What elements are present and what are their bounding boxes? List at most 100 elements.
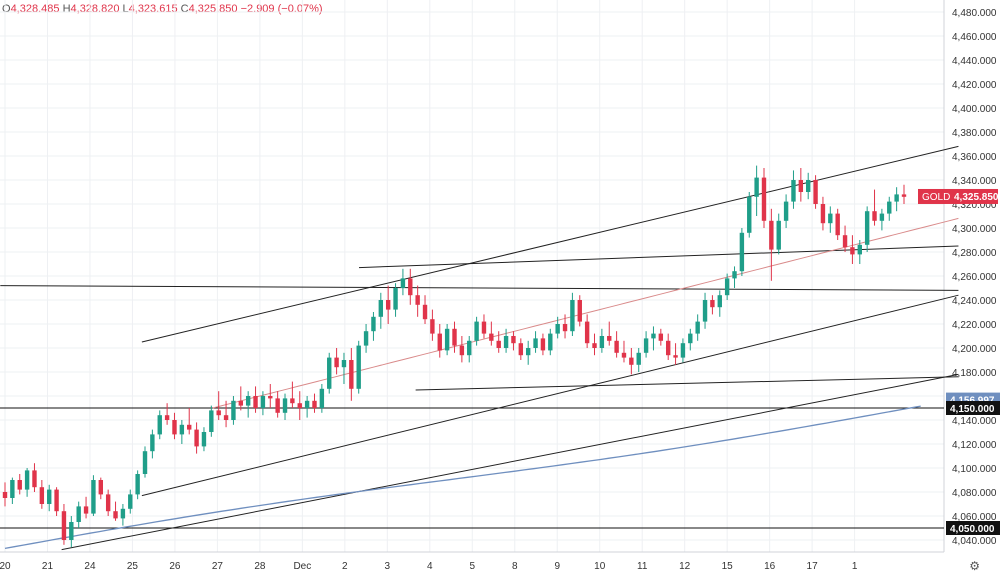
candle-body[interactable] xyxy=(629,357,634,365)
candle-body[interactable] xyxy=(798,180,804,192)
candle-body[interactable] xyxy=(872,211,877,221)
candle-body[interactable] xyxy=(260,396,266,408)
candle-body[interactable] xyxy=(489,333,494,341)
candle-body[interactable] xyxy=(503,336,509,348)
candle-body[interactable] xyxy=(783,201,789,221)
candle-body[interactable] xyxy=(828,213,833,224)
candle-body[interactable] xyxy=(481,321,487,334)
candle-body[interactable] xyxy=(710,300,715,308)
candle-body[interactable] xyxy=(393,288,398,310)
candle-body[interactable] xyxy=(128,494,133,509)
candle-body[interactable] xyxy=(10,480,15,498)
candle-body[interactable] xyxy=(290,398,295,404)
candle-body[interactable] xyxy=(113,511,118,519)
candle-body[interactable] xyxy=(17,480,22,490)
candle-body[interactable] xyxy=(268,396,273,399)
candle-body[interactable] xyxy=(525,348,531,356)
candle-body[interactable] xyxy=(334,357,339,368)
candle-body[interactable] xyxy=(105,494,111,512)
candle-body[interactable] xyxy=(548,333,553,351)
candle-body[interactable] xyxy=(297,403,302,408)
candle-body[interactable] xyxy=(194,429,199,447)
candle-body[interactable] xyxy=(879,213,885,221)
candle-body[interactable] xyxy=(253,396,258,408)
candle-body[interactable] xyxy=(717,295,722,308)
candle-body[interactable] xyxy=(747,196,752,233)
candle-body[interactable] xyxy=(857,244,862,255)
candle-body[interactable] xyxy=(24,470,30,490)
candle-body[interactable] xyxy=(732,271,737,279)
candle-body[interactable] xyxy=(621,352,627,358)
candle-body[interactable] xyxy=(157,415,162,435)
candle-body[interactable] xyxy=(614,340,619,353)
candle-body[interactable] xyxy=(91,480,96,514)
candle-body[interactable] xyxy=(32,470,37,488)
candle-body[interactable] xyxy=(319,388,325,408)
candle-body[interactable] xyxy=(245,396,251,406)
candle-body[interactable] xyxy=(688,333,693,344)
candle-body[interactable] xyxy=(444,328,450,351)
candle-body[interactable] xyxy=(511,336,516,344)
candle-body[interactable] xyxy=(835,213,840,236)
candle-body[interactable] xyxy=(724,278,730,296)
candle-body[interactable] xyxy=(54,489,59,512)
candle-body[interactable] xyxy=(636,352,641,365)
candle-body[interactable] xyxy=(371,316,376,332)
candle-body[interactable] xyxy=(842,235,848,248)
candle-body[interactable] xyxy=(83,506,89,514)
candle-body[interactable] xyxy=(209,410,214,432)
candle-body[interactable] xyxy=(437,333,442,351)
candle-body[interactable] xyxy=(658,333,664,341)
candle-body[interactable] xyxy=(894,194,899,202)
candle-body[interactable] xyxy=(363,331,369,346)
candle-body[interactable] xyxy=(467,340,472,356)
candle-body[interactable] xyxy=(415,295,420,305)
candle-body[interactable] xyxy=(61,511,67,540)
candle-body[interactable] xyxy=(562,324,568,332)
candle-body[interactable] xyxy=(2,492,8,498)
candle-body[interactable] xyxy=(400,278,406,288)
candle-body[interactable] xyxy=(540,338,546,351)
candle-body[interactable] xyxy=(813,180,818,204)
candle-body[interactable] xyxy=(69,522,74,540)
candle-body[interactable] xyxy=(187,424,192,430)
candle-body[interactable] xyxy=(555,324,560,334)
candle-body[interactable] xyxy=(356,345,361,389)
candle-body[interactable] xyxy=(850,247,855,255)
candle-body[interactable] xyxy=(98,480,103,495)
candle-body[interactable] xyxy=(474,321,479,341)
candle-body[interactable] xyxy=(142,451,148,474)
candle-body[interactable] xyxy=(135,474,140,495)
candle-body[interactable] xyxy=(761,177,767,221)
candle-body[interactable] xyxy=(201,432,207,447)
candle-body[interactable] xyxy=(378,300,384,317)
candle-body[interactable] xyxy=(172,420,177,435)
candle-body[interactable] xyxy=(695,321,700,334)
candle-body[interactable] xyxy=(584,321,590,344)
candle-body[interactable] xyxy=(643,338,649,353)
candle-body[interactable] xyxy=(702,300,708,322)
candle-body[interactable] xyxy=(864,211,870,245)
candle-body[interactable] xyxy=(820,204,826,224)
candle-body[interactable] xyxy=(592,343,597,348)
candle-body[interactable] xyxy=(791,180,796,202)
candle-body[interactable] xyxy=(901,194,907,197)
candle-body[interactable] xyxy=(452,328,457,346)
candle-body[interactable] xyxy=(327,357,332,389)
candle-body[interactable] xyxy=(665,340,671,356)
candle-body[interactable] xyxy=(408,278,413,296)
candle-body[interactable] xyxy=(607,336,612,341)
candle-body[interactable] xyxy=(349,360,354,389)
settings-gear-icon[interactable]: ⚙ xyxy=(969,559,980,573)
candle-body[interactable] xyxy=(806,180,811,192)
candle-body[interactable] xyxy=(341,360,347,368)
candle-body[interactable] xyxy=(164,415,170,420)
candle-body[interactable] xyxy=(776,220,781,250)
candle-body[interactable] xyxy=(422,304,428,320)
candle-body[interactable] xyxy=(496,340,501,348)
candle-body[interactable] xyxy=(570,300,575,332)
candle-body[interactable] xyxy=(754,177,759,197)
candle-body[interactable] xyxy=(651,333,656,339)
candle-body[interactable] xyxy=(312,400,317,408)
